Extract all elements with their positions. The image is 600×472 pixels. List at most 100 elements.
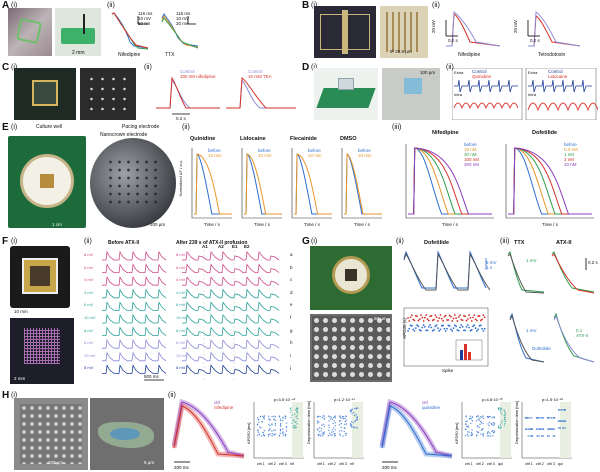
tag-extra: Extra [528, 70, 538, 75]
ap-row-after [182, 326, 280, 336]
swarm-point [480, 429, 483, 431]
scatter-point [469, 329, 472, 332]
scatter-point [455, 325, 457, 328]
swarm-point [504, 420, 507, 423]
swarm-point [466, 433, 469, 436]
swarm-point [350, 423, 352, 426]
trace-before [294, 153, 332, 215]
large-plots: Nifedipine before 10 nM 30 nM 100 nM 300 nM Ti… [398, 130, 598, 230]
swarm-point [477, 415, 480, 417]
culture-label: Culture well [36, 124, 63, 130]
atx-legend: 0.1 ATX-II [576, 328, 589, 338]
swarm-point [329, 432, 331, 435]
swarm-point [482, 428, 484, 430]
swarm-point [354, 407, 356, 410]
scatter-point [442, 319, 444, 322]
y-label: APD90 [ms] [454, 423, 459, 444]
swarm-point [322, 432, 325, 434]
photo-array [380, 6, 428, 58]
trace-line [551, 251, 595, 293]
swarm-point [477, 418, 480, 420]
small-plot: Flecainide before 10 min Time / s [286, 132, 334, 230]
swarm-point [316, 420, 319, 422]
legend-left: Control Quinidine [472, 69, 492, 79]
scatter-point [472, 325, 474, 328]
highlight-band [352, 402, 363, 458]
swarm-point [351, 412, 353, 415]
swarm-point [345, 415, 347, 417]
legend: before 0.3 nM 1 nM 3 nM 10 nM [564, 142, 578, 167]
scale-text: 0.2 s [448, 38, 458, 43]
scale-text: 1 mV [526, 258, 537, 263]
ap-row-after [182, 314, 280, 324]
panel-letter: E [2, 122, 9, 133]
swarm-point [500, 411, 502, 413]
swarm-point [487, 416, 490, 419]
row-tag: f [290, 315, 292, 320]
swarm-point [528, 428, 530, 430]
swarm-point [475, 420, 478, 422]
swarm-point [465, 425, 468, 428]
swarm-point [296, 410, 299, 412]
scale-left: 1 cm [52, 222, 62, 227]
plot-svg [505, 144, 594, 219]
dims-label: 5² 26.9 µm [390, 49, 412, 54]
swarm-point [327, 415, 330, 417]
swarm-point [267, 429, 270, 432]
swarm-point [323, 431, 326, 433]
swarm-point [558, 409, 560, 411]
swarm-point [331, 431, 333, 433]
p-value: p=1.2·10⁻¹⁴ [334, 397, 355, 402]
row-tag: h [290, 340, 293, 346]
scatter-point [450, 328, 452, 331]
dofetilide-plots [403, 250, 491, 367]
rows-svg [102, 250, 280, 381]
swarm-point [339, 416, 341, 418]
swarm-point [285, 430, 288, 432]
swarm-point [352, 421, 354, 424]
swarm-point [504, 412, 506, 415]
legend-text: ctrl [422, 400, 428, 405]
scatter-point [473, 314, 476, 317]
swarm-point [491, 430, 494, 432]
scale-text: 5 mV 1 s [486, 260, 497, 270]
scatter-point [479, 324, 482, 327]
scatter-point [483, 327, 486, 330]
swarm-point [489, 435, 492, 437]
large-plot: Nifedipine before 10 nM 30 nM 100 nM 300 nM Ti… [398, 130, 496, 230]
ap-row-after [182, 263, 280, 273]
swarm-point [267, 435, 270, 437]
swarm-point [331, 418, 334, 421]
swarm-point [332, 422, 334, 425]
swarm-point [279, 428, 282, 431]
scatter-point [409, 316, 412, 319]
swarm-point [320, 430, 322, 432]
x-category: ctrl 2 [536, 462, 544, 466]
swarm-point [478, 426, 480, 429]
swarm-point [341, 430, 343, 432]
swarm-point [292, 426, 294, 428]
panel-letter: H [2, 390, 10, 401]
trace-line [553, 314, 595, 363]
swarm-point [278, 435, 281, 437]
row-voltage: 8 mV [176, 327, 186, 333]
swarm-point [333, 420, 335, 422]
traces-b [445, 11, 581, 47]
x-label: Time / s [354, 222, 370, 227]
swarm-point [530, 428, 533, 430]
scatter-point [418, 318, 421, 321]
swarm-point [338, 424, 341, 426]
scale-text: 500 ms [144, 374, 159, 379]
swarm-point [332, 431, 335, 433]
scatter-point [433, 329, 435, 331]
swarm-plot: ctrl 1 ctrl 2 ctrl 3 qui p=1.5·10⁻²⁸ Depolari… [514, 397, 572, 466]
row-voltage: 6 mV [176, 340, 186, 346]
swarm-point [345, 423, 348, 425]
trace-line [403, 250, 487, 289]
trace-line [453, 102, 519, 110]
swarm-point [344, 423, 346, 426]
trace-label: Nifedipine [118, 52, 141, 58]
trace-line [454, 79, 518, 93]
row-tag: i [290, 352, 291, 358]
